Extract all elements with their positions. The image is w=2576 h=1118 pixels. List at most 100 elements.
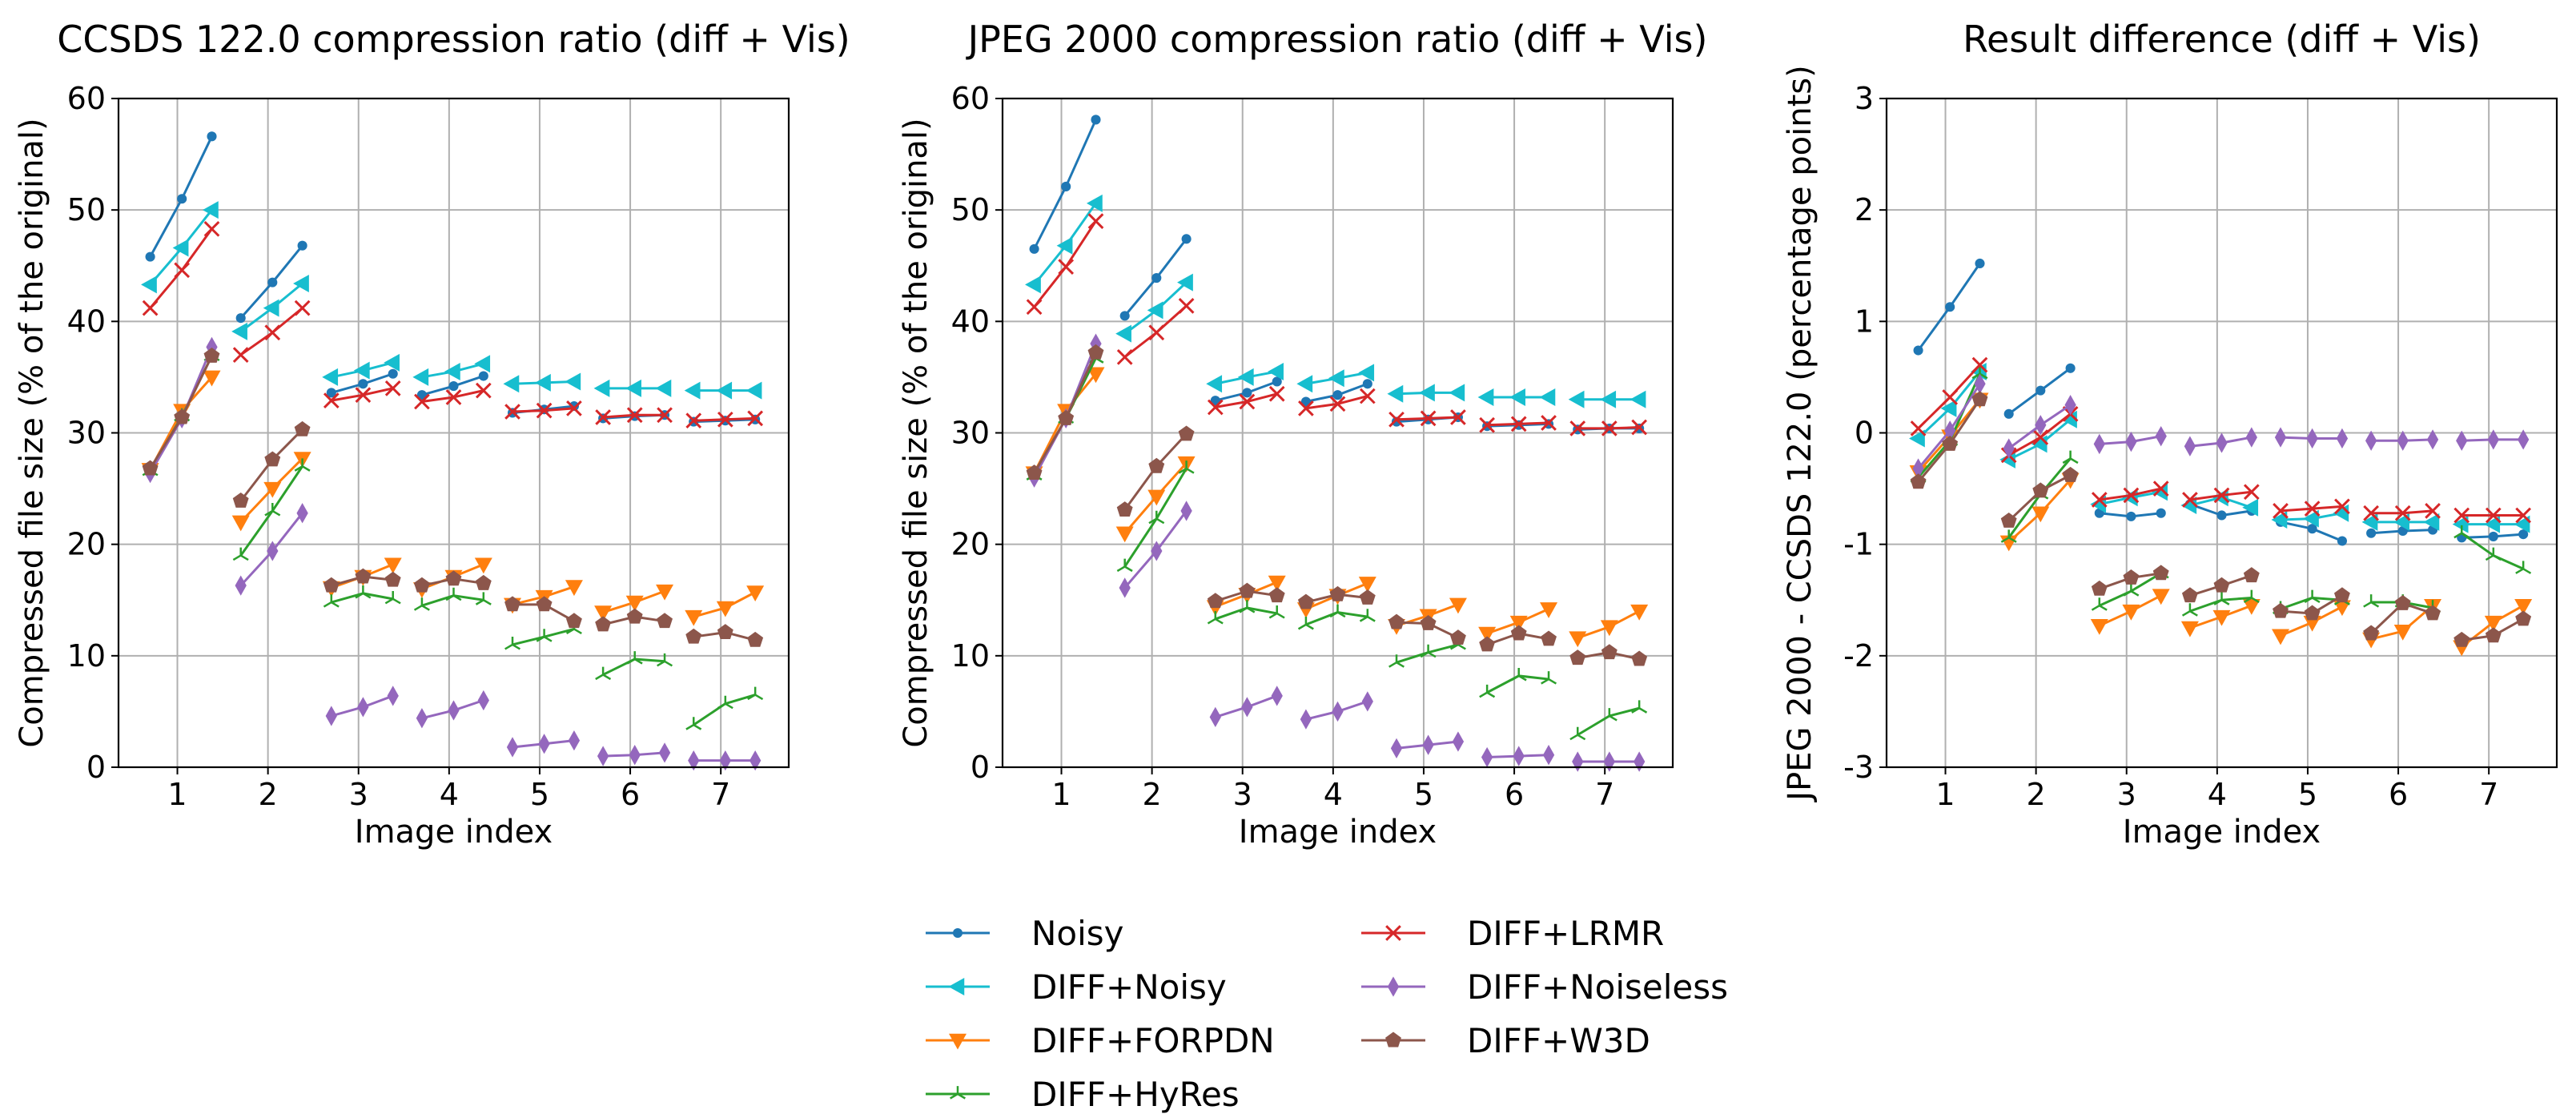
data-point [1148,324,1165,341]
data-point [355,568,372,584]
data-point [2485,507,2502,524]
series-noisy [1913,258,2529,546]
data-point [1207,593,1224,609]
data-point [1268,605,1285,619]
data-point [536,629,553,642]
data-point [1151,273,1162,284]
data-point [2181,587,2198,603]
series-diff-noisy [141,201,762,400]
data-point [174,262,191,279]
data-point [1268,362,1284,380]
data-point [235,575,247,596]
data-point [1180,501,1192,521]
data-point [384,557,402,574]
data-point [685,609,703,626]
series-line [2007,457,2072,539]
data-point [594,605,613,622]
x-tick-label: 2 [259,777,278,812]
data-point [717,624,733,640]
data-point [1115,526,1134,543]
data-point [2333,600,2351,617]
data-point [1975,258,1985,269]
data-point [1572,751,1584,772]
data-point [1509,388,1525,406]
data-point [2123,569,2140,585]
chart-panel-3: 1 2 3 4 5 6 7 -3 -2 -1 0 1 2 3 Result difference (diff… [1782,18,2558,851]
series-diff-w3d [1910,391,2532,647]
data-point [444,362,460,380]
data-point [1272,376,1282,387]
data-point [416,708,428,729]
legend-entry-diff-forpdn: DIFF+FORPDN [926,1021,1275,1060]
data-point [388,368,398,379]
data-point [353,361,370,380]
series-diff-w3d [142,348,764,647]
data-point [1910,473,1927,489]
data-point [1568,390,1585,408]
data-point [2514,515,2530,533]
data-point [1358,364,1375,382]
data-point [2156,508,2166,518]
series-diff-hyres [142,348,764,730]
data-point [566,613,582,629]
data-point [358,379,368,389]
data-point [1207,611,1224,625]
data-point [1058,409,1075,425]
data-point [1910,420,1927,436]
data-point [2426,429,2439,450]
data-point [1478,626,1497,643]
data-point [1119,311,1130,321]
data-point [1942,435,1959,451]
data-point [1115,324,1131,343]
data-point [1909,429,1925,448]
data-point [384,380,401,396]
data-point [1479,684,1496,698]
y-tick-label: 3 [1855,81,1874,116]
data-point [294,300,311,316]
data-point [232,492,249,508]
y-tick-label: 2 [1855,192,1874,227]
data-point [538,734,550,754]
data-point [1239,600,1256,613]
data-point [477,690,489,711]
data-point [2065,363,2076,373]
data-point [1450,629,1466,645]
data-point [474,557,492,574]
legend-entry-noisy: Noisy [926,914,1124,953]
data-point [1971,356,1988,373]
data-point [264,451,281,467]
data-point [2452,515,2469,533]
data-point [1329,604,1346,618]
data-point [2361,513,2378,531]
data-point [412,368,429,386]
series-diff-lrmr [1910,356,2532,524]
data-point [1116,349,1133,365]
data-point [263,481,282,498]
x-tick-label: 2 [2027,777,2046,812]
data-point [1147,301,1163,320]
data-point [2035,385,2046,396]
data-point [2487,429,2499,450]
data-point [474,355,491,373]
data-point [384,571,401,587]
y-tick-label: 10 [951,638,990,674]
data-point [1271,686,1283,706]
data-point [1509,615,1528,632]
data-point [203,348,220,363]
data-point [2213,487,2230,504]
legend-entry-diff-hyres: DIFF+HyRes [926,1075,1240,1114]
data-point [716,381,733,400]
data-point [1359,589,1376,605]
data-point [595,666,612,681]
data-point [478,371,488,381]
x-tick-label: 5 [1414,777,1433,812]
data-point [413,597,430,611]
data-point [2155,426,2167,447]
data-point [504,404,520,420]
data-point [2394,505,2411,521]
data-point [1178,425,1195,441]
data-point [445,389,462,405]
y-axis-label: Compressed file size (% of the original) [14,118,50,747]
x-axis-label: Image index [1239,814,1437,851]
